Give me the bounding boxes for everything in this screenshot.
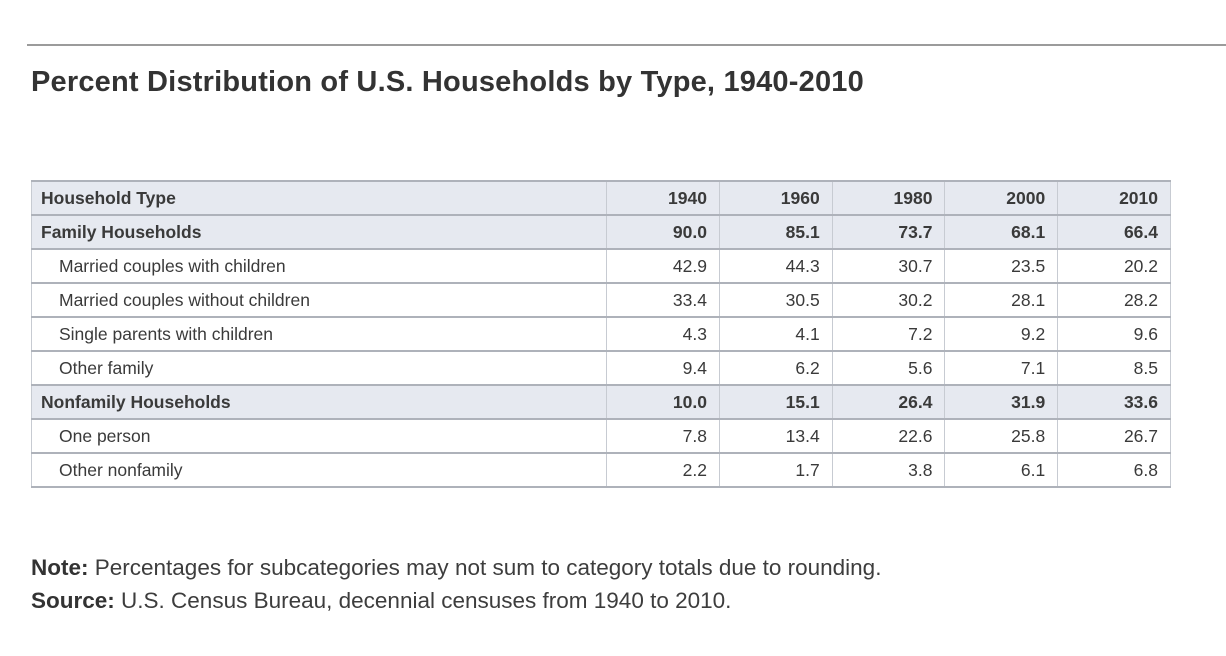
value-cell: 44.3 [718,248,833,284]
note-line: Note: Percentages for subcategories may … [31,551,881,584]
value-cell: 85.1 [718,214,833,250]
footnotes: Note: Percentages for subcategories may … [31,551,881,617]
value-cell: 28.2 [1057,282,1171,318]
column-header-year: 2010 [1057,180,1171,216]
table-row: Other family 9.4 6.2 5.6 7.1 8.5 [30,350,1171,386]
source-text: U.S. Census Bureau, decennial censuses f… [114,588,732,613]
value-cell: 9.6 [1057,316,1171,352]
value-cell: 66.4 [1057,214,1171,250]
value-cell: 42.9 [606,248,720,284]
source-line: Source: U.S. Census Bureau, decennial ce… [31,584,881,617]
value-cell: 30.5 [718,282,833,318]
value-cell: 33.4 [606,282,720,318]
column-header-year: 2000 [944,180,1059,216]
table-body: Family Households 90.0 85.1 73.7 68.1 66.4 Mar… [30,214,1171,488]
value-cell: 5.6 [831,350,946,386]
row-label: Nonfamily Households [30,384,608,420]
value-cell: 9.2 [944,316,1059,352]
value-cell: 6.2 [718,350,833,386]
households-table: Household Type 1940 1960 1980 2000 2010 Fami… [30,180,1171,488]
row-label: Other nonfamily [30,452,608,488]
value-cell: 7.2 [831,316,946,352]
table-row: Married couples without children 33.4 30.5… [30,282,1171,318]
value-cell: 90.0 [606,214,720,250]
source-label: Source: [31,588,115,613]
row-label: Married couples without children [30,282,608,318]
row-label: Single parents with children [30,316,608,352]
row-label: One person [30,418,608,454]
value-cell: 6.1 [944,452,1059,488]
table-row: Other nonfamily 2.2 1.7 3.8 6.1 6.8 [30,452,1171,488]
table-header-row: Household Type 1940 1960 1980 2000 2010 [30,180,1171,216]
note-label: Note: [31,555,89,580]
value-cell: 7.8 [606,418,720,454]
value-cell: 3.8 [831,452,946,488]
value-cell: 10.0 [606,384,720,420]
value-cell: 1.7 [718,452,833,488]
note-text: Percentages for subcategories may not su… [88,555,882,580]
households-table-container: Household Type 1940 1960 1980 2000 2010 Fami… [30,180,1171,488]
value-cell: 8.5 [1057,350,1171,386]
table-row: Nonfamily Households 10.0 15.1 26.4 31.9 33.6 [30,384,1171,420]
value-cell: 6.8 [1057,452,1171,488]
row-label: Married couples with children [30,248,608,284]
table-row: Married couples with children 42.9 44.3 30.… [30,248,1171,284]
value-cell: 22.6 [831,418,946,454]
value-cell: 68.1 [944,214,1059,250]
value-cell: 23.5 [944,248,1059,284]
column-header-year: 1980 [831,180,946,216]
value-cell: 13.4 [718,418,833,454]
table-row: Single parents with children 4.3 4.1 7.2 9.2… [30,316,1171,352]
table-row: Family Households 90.0 85.1 73.7 68.1 66.4 [30,214,1171,250]
value-cell: 26.4 [831,384,946,420]
value-cell: 25.8 [944,418,1059,454]
value-cell: 28.1 [944,282,1059,318]
column-header-year: 1940 [606,180,720,216]
value-cell: 73.7 [831,214,946,250]
value-cell: 9.4 [606,350,720,386]
row-label: Other family [30,350,608,386]
value-cell: 33.6 [1057,384,1171,420]
value-cell: 15.1 [718,384,833,420]
value-cell: 2.2 [606,452,720,488]
value-cell: 26.7 [1057,418,1171,454]
page-title: Percent Distribution of U.S. Households … [31,66,864,98]
column-header-household-type: Household Type [30,180,608,216]
row-label: Family Households [30,214,608,250]
value-cell: 4.1 [718,316,833,352]
value-cell: 7.1 [944,350,1059,386]
value-cell: 4.3 [606,316,720,352]
value-cell: 30.7 [831,248,946,284]
value-cell: 20.2 [1057,248,1171,284]
top-rule-divider [27,44,1226,46]
value-cell: 30.2 [831,282,946,318]
value-cell: 31.9 [944,384,1059,420]
column-header-year: 1960 [718,180,833,216]
table-row: One person 7.8 13.4 22.6 25.8 26.7 [30,418,1171,454]
